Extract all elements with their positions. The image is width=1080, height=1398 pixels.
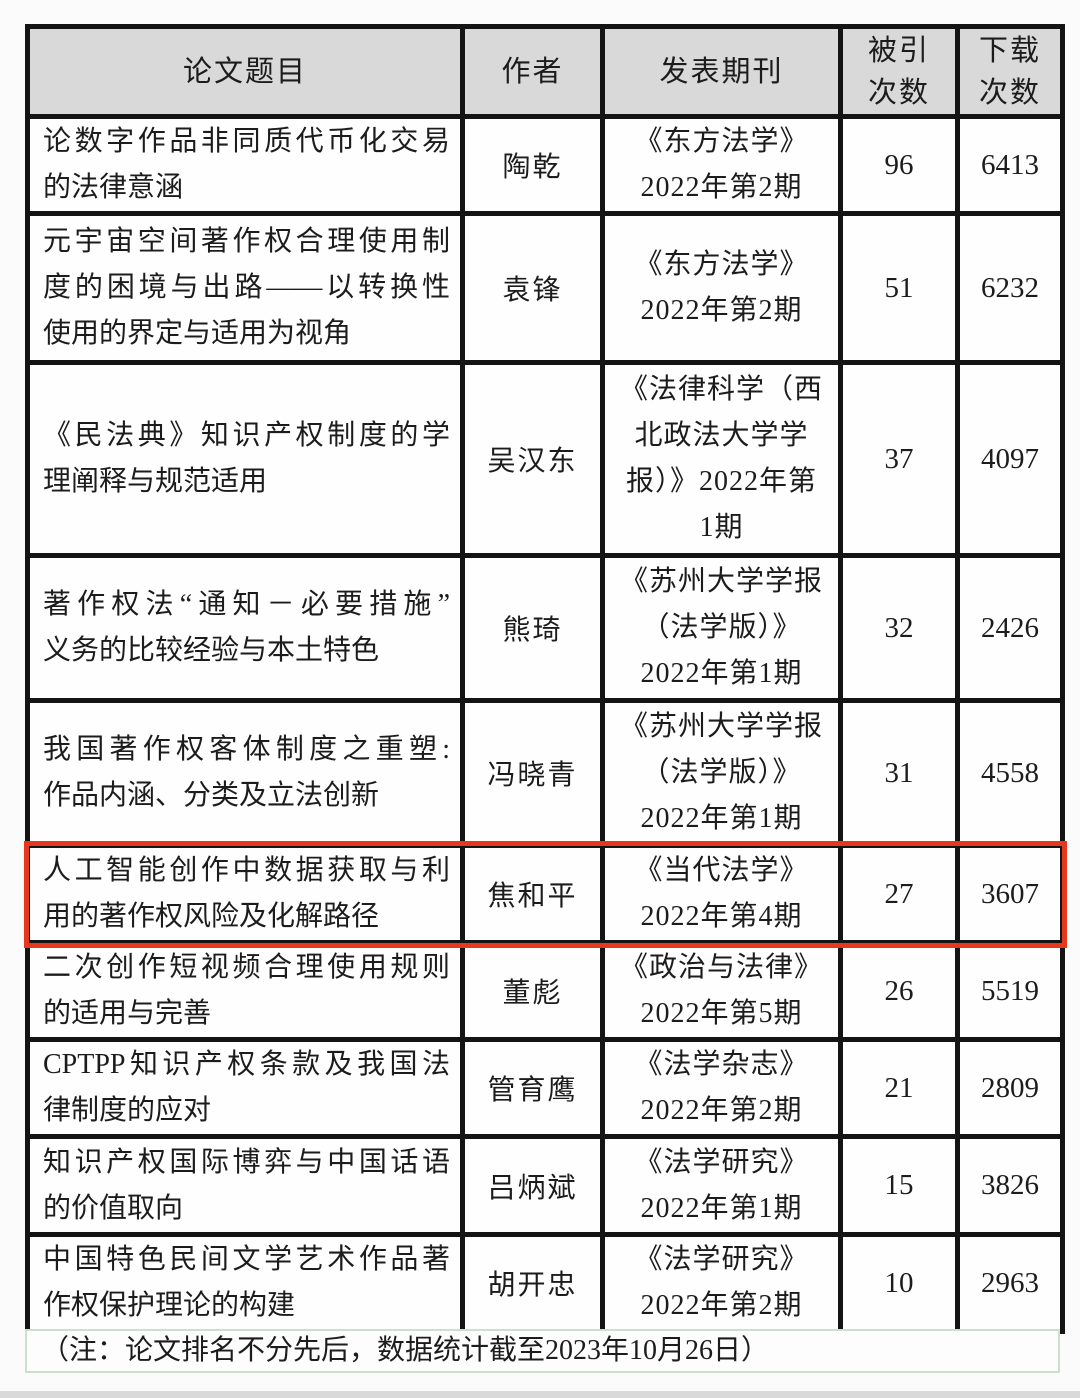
table-row: 《民法典》知识产权制度的学 理阐释与规范适用 吴汉东 《法律科学（西 北政法大学学报… xyxy=(25,360,1065,558)
cell-downloads: 5519 xyxy=(955,940,1065,1042)
cell-author: 熊琦 xyxy=(460,553,605,703)
cell-journal: 《法律科学（西 北政法大学学 报）》2022年第 1期 xyxy=(600,360,843,558)
cell-author: 焦和平 xyxy=(460,843,605,945)
cell-citations: 37 xyxy=(838,360,960,558)
table-body: 论数字作品非同质代币化交易 的法律意涵 陶乾 《东方法学》 2022年第2期 96 … xyxy=(25,114,1065,1334)
cell-journal: 《法学研究》 2022年第1期 xyxy=(600,1134,843,1237)
cell-paper-title: 中国特色民间文学艺术作品著 作权保护理论的构建 xyxy=(25,1232,465,1334)
cell-citations: 21 xyxy=(838,1037,960,1139)
cell-author: 董彪 xyxy=(460,940,605,1042)
table-row: 元宇宙空间著作权合理使用制 度的困境与出路——以转换性 使用的界定与适用为视角 袁锋… xyxy=(25,211,1065,365)
table-row: 我国著作权客体制度之重塑: 作品内涵、分类及立法创新 冯晓青 《苏州大学学报 （法学… xyxy=(25,698,1065,848)
cell-author: 陶乾 xyxy=(460,114,605,216)
cell-paper-title: 二次创作短视频合理使用规则 的适用与完善 xyxy=(25,940,465,1042)
footnote: （注：论文排名不分先后，数据统计截至2023年10月26日） xyxy=(25,1329,1060,1373)
header-row: 论文题目 作者 发表期刊 被引 次数 下载 次数 xyxy=(25,24,1065,119)
cell-journal: 《东方法学》 2022年第2期 xyxy=(600,211,843,365)
table-row: 人工智能创作中数据获取与利 用的著作权风险及化解路径 焦和平 《当代法学》 2022… xyxy=(25,843,1065,945)
cell-citations: 26 xyxy=(838,940,960,1042)
cell-author: 管育鹰 xyxy=(460,1037,605,1139)
column-header-label: 次数 xyxy=(978,76,1041,109)
cell-paper-title: 我国著作权客体制度之重塑: 作品内涵、分类及立法创新 xyxy=(25,698,465,848)
cell-citations: 51 xyxy=(838,211,960,365)
column-header-downloads: 下载 次数 xyxy=(955,24,1065,119)
cell-journal: 《东方法学》 2022年第2期 xyxy=(600,114,843,216)
cell-downloads: 2426 xyxy=(955,553,1065,703)
cell-author: 冯晓青 xyxy=(460,698,605,848)
cell-paper-title: 元宇宙空间著作权合理使用制 度的困境与出路——以转换性 使用的界定与适用为视角 xyxy=(25,211,465,365)
cell-citations: 15 xyxy=(838,1134,960,1237)
cell-citations: 32 xyxy=(838,553,960,703)
column-header-label: 作者 xyxy=(501,55,564,88)
cell-citations: 96 xyxy=(838,114,960,216)
cell-paper-title: 论数字作品非同质代币化交易 的法律意涵 xyxy=(25,114,465,216)
cell-downloads: 2963 xyxy=(955,1232,1065,1334)
cell-author: 吴汉东 xyxy=(460,360,605,558)
cell-downloads: 4558 xyxy=(955,698,1065,848)
cell-paper-title: 人工智能创作中数据获取与利 用的著作权风险及化解路径 xyxy=(25,843,465,945)
column-header-label: 被引 xyxy=(867,34,930,67)
column-header-title: 论文题目 xyxy=(25,24,465,119)
column-header-label: 次数 xyxy=(867,76,930,109)
column-header-author: 作者 xyxy=(460,24,605,119)
cell-citations: 10 xyxy=(838,1232,960,1334)
column-header-label: 论文题目 xyxy=(182,55,307,88)
table-row: CPTPP知识产权条款及我国法 律制度的应对 管育鹰 《法学杂志》 2022年第2期… xyxy=(25,1037,1065,1139)
cell-journal: 《法学研究》 2022年第2期 xyxy=(600,1232,843,1334)
cell-journal: 《苏州大学学报 （法学版）》 2022年第1期 xyxy=(600,553,843,703)
cell-journal: 《政治与法律》 2022年第5期 xyxy=(600,940,843,1042)
cell-citations: 27 xyxy=(838,843,960,945)
table-row: 著作权法“通知－必要措施” 义务的比较经验与本土特色 熊琦 《苏州大学学报 （法学版… xyxy=(25,553,1065,703)
table-row: 二次创作短视频合理使用规则 的适用与完善 董彪 《政治与法律》 2022年第5期 2… xyxy=(25,940,1065,1042)
bottom-edge-strip xyxy=(0,1391,1080,1398)
table-row: 中国特色民间文学艺术作品著 作权保护理论的构建 胡开忠 《法学研究》 2022年第2… xyxy=(25,1232,1065,1334)
cell-journal: 《法学杂志》 2022年第2期 xyxy=(600,1037,843,1139)
cell-downloads: 3826 xyxy=(955,1134,1065,1237)
table-row: 知识产权国际博弈与中国话语 的价值取向 吕炳斌 《法学研究》 2022年第1期 15… xyxy=(25,1134,1065,1237)
papers-table: 论文题目 作者 发表期刊 被引 次数 下载 次数 论数字作品非同质代币化交易 的法律意涵 陶乾… xyxy=(25,24,1065,1334)
cell-author: 袁锋 xyxy=(460,211,605,365)
cell-paper-title: 著作权法“通知－必要措施” 义务的比较经验与本土特色 xyxy=(25,553,465,703)
column-header-label: 下载 xyxy=(978,34,1041,67)
cell-author: 胡开忠 xyxy=(460,1232,605,1334)
cell-author: 吕炳斌 xyxy=(460,1134,605,1237)
cell-journal: 《当代法学》 2022年第4期 xyxy=(600,843,843,945)
cell-paper-title: CPTPP知识产权条款及我国法 律制度的应对 xyxy=(25,1037,465,1139)
cell-downloads: 3607 xyxy=(955,843,1065,945)
cell-citations: 31 xyxy=(838,698,960,848)
column-header-citations: 被引 次数 xyxy=(838,24,960,119)
column-header-label: 发表期刊 xyxy=(659,55,784,88)
cell-downloads: 2809 xyxy=(955,1037,1065,1139)
cell-downloads: 6232 xyxy=(955,211,1065,365)
column-header-journal: 发表期刊 xyxy=(600,24,843,119)
cell-journal: 《苏州大学学报 （法学版）》 2022年第1期 xyxy=(600,698,843,848)
cell-paper-title: 《民法典》知识产权制度的学 理阐释与规范适用 xyxy=(25,360,465,558)
table-header: 论文题目 作者 发表期刊 被引 次数 下载 次数 xyxy=(25,24,1065,119)
table-row: 论数字作品非同质代币化交易 的法律意涵 陶乾 《东方法学》 2022年第2期 96 … xyxy=(25,114,1065,216)
cell-downloads: 4097 xyxy=(955,360,1065,558)
cell-downloads: 6413 xyxy=(955,114,1065,216)
cell-paper-title: 知识产权国际博弈与中国话语 的价值取向 xyxy=(25,1134,465,1237)
